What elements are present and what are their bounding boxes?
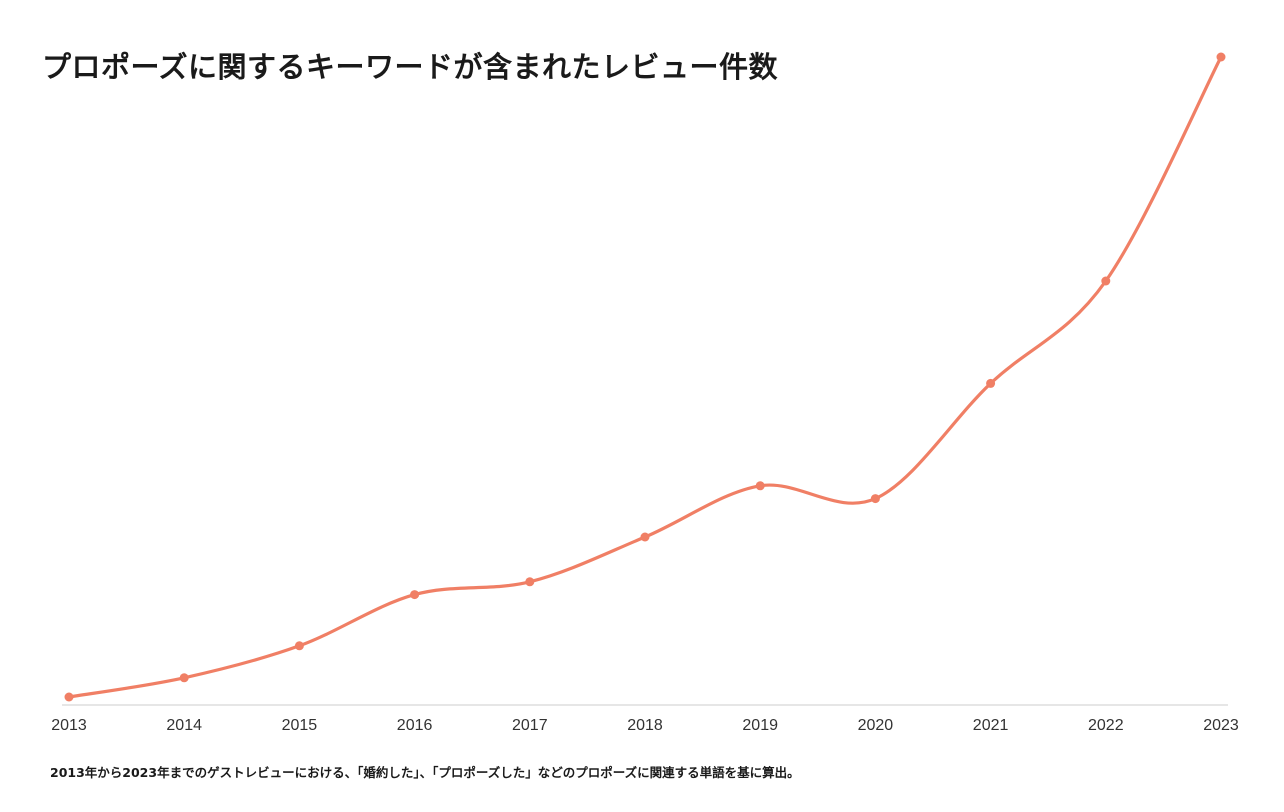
data-points [64,52,1226,702]
data-point [870,494,880,504]
x-tick-label: 2020 [858,717,894,734]
footnote: 2013年から2023年までのゲストレビューにおける、「婚約した」、「プロポーズ… [50,765,800,780]
data-point [1101,276,1111,286]
data-point [179,673,189,683]
x-tick-label: 2013 [51,717,87,734]
x-tick-label: 2022 [1088,717,1124,734]
x-tick-label: 2021 [973,717,1009,734]
x-tick-label: 2014 [166,717,202,734]
data-point [525,577,535,587]
x-tick-label: 2016 [397,717,433,734]
x-tick-label: 2019 [742,717,778,734]
data-point [1216,52,1226,62]
x-tick-label: 2015 [282,717,318,734]
data-point [294,641,304,651]
chart-title: プロポーズに関するキーワードが含まれたレビュー件数 [42,50,779,84]
series-line [67,55,1223,699]
data-point [64,692,74,702]
x-tick-label: 2023 [1203,717,1239,734]
data-point [640,532,650,542]
x-tick-label: 2018 [627,717,663,734]
data-point [986,378,996,388]
data-point [410,590,420,600]
data-point [755,481,765,491]
x-tick-labels: 2013 2014 2015 2016 2017 2018 2019 2020 2021 2022… [51,717,1239,734]
x-tick-label: 2017 [512,717,548,734]
